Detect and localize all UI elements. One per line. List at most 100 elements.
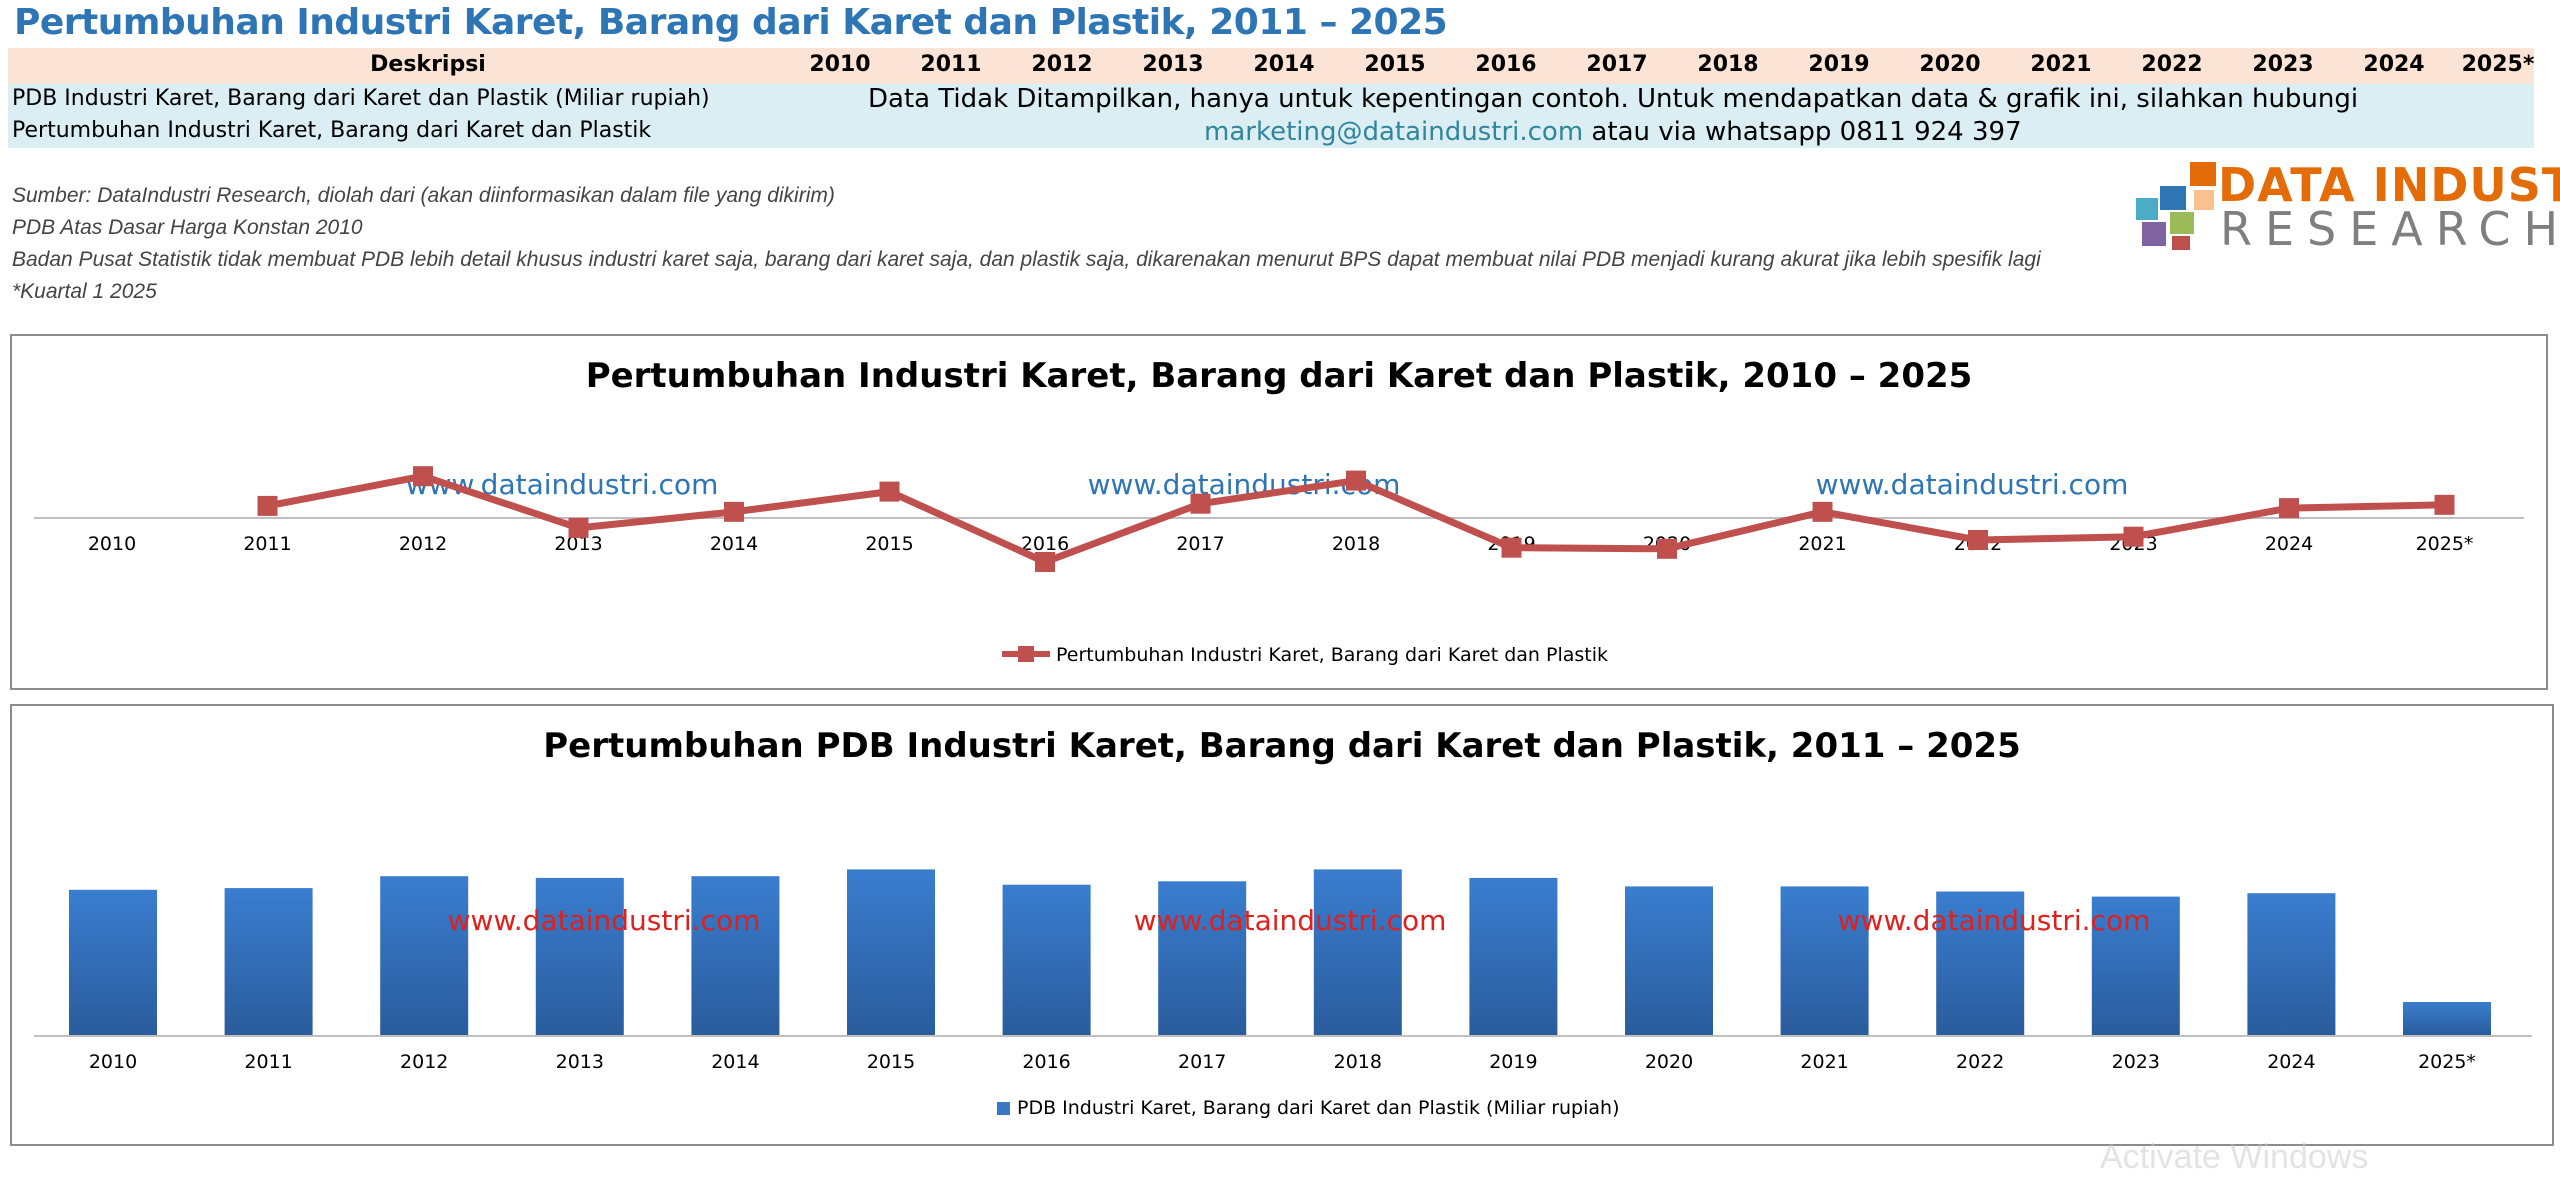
header-deskripsi: Deskripsi <box>370 52 486 77</box>
company-logo: DATA INDUSTRI RESEARCH <box>2120 158 2560 256</box>
bar <box>2403 1002 2491 1036</box>
x-tick-label: 2016 <box>1021 533 1069 555</box>
bar <box>2091 896 2180 1036</box>
header-year: 2013 <box>1142 52 1204 77</box>
header-year: 2011 <box>920 52 982 77</box>
x-tick-label: 2013 <box>556 1051 604 1073</box>
bar <box>1002 884 1091 1036</box>
header-year: 2021 <box>2030 52 2092 77</box>
notice-text: Data Tidak Ditampilkan, hanya untuk kepe… <box>868 84 2359 114</box>
x-tick-label: 2014 <box>711 1051 759 1073</box>
table-body: PDB Industri Karet, Barang dari Karet da… <box>8 84 2534 148</box>
note-line: *Kuartal 1 2025 <box>12 280 157 303</box>
data-point-marker <box>1812 501 1833 522</box>
x-tick-label: 2014 <box>710 533 758 555</box>
logo-mosaic-icon <box>2136 162 2216 250</box>
x-tick-label: 2017 <box>1178 1051 1226 1073</box>
x-tick-label: 2021 <box>1798 533 1846 555</box>
line-chart-box: Pertumbuhan Industri Karet, Barang dari … <box>10 334 2548 690</box>
x-tick-label: 2018 <box>1334 1051 1382 1073</box>
header-year: 2019 <box>1808 52 1870 77</box>
header-year: 2020 <box>1919 52 1981 77</box>
page-title: Pertumbuhan Industri Karet, Barang dari … <box>14 2 1448 43</box>
line-chart-svg: 2010201120122013201420152016201720182019… <box>34 466 2524 666</box>
x-tick-label: 2024 <box>2267 1051 2315 1073</box>
bar <box>1625 886 1713 1036</box>
x-tick-label: 2017 <box>1176 533 1224 555</box>
bar <box>1469 877 1558 1036</box>
x-tick-label: 2015 <box>867 1051 915 1073</box>
line-chart-title: Pertumbuhan Industri Karet, Barang dari … <box>585 356 1973 396</box>
note-line: Sumber: DataIndustri Research, diolah da… <box>12 184 835 207</box>
whatsapp-text: atau via whatsapp 0811 924 397 <box>1583 117 2022 147</box>
x-tick-label: 2011 <box>243 533 291 555</box>
header-year: 2025* <box>2461 52 2535 77</box>
x-tick-label: 2016 <box>1022 1051 1070 1073</box>
table-header: Deskripsi 2010 2011 2012 2013 2014 2015 … <box>8 48 2534 84</box>
bar <box>69 889 157 1036</box>
header-year: 2015 <box>1364 52 1426 77</box>
notes: Sumber: DataIndustri Research, diolah da… <box>12 180 2041 308</box>
bar <box>1780 886 1869 1036</box>
data-point-marker <box>2279 498 2299 519</box>
logo-line1: DATA INDUSTRI <box>2218 158 2560 212</box>
x-tick-label: 2023 <box>2112 1051 2160 1073</box>
table-row-label: PDB Industri Karet, Barang dari Karet da… <box>12 86 710 111</box>
table-row-label: Pertumbuhan Industri Karet, Barang dari … <box>12 118 652 143</box>
x-tick-label: 2012 <box>399 533 447 555</box>
data-point-marker <box>257 495 278 516</box>
data-point-marker <box>1501 537 1522 558</box>
header-year: 2010 <box>809 52 871 77</box>
data-point-marker <box>1968 530 1988 550</box>
legend-label: PDB Industri Karet, Barang dari Karet da… <box>1017 1097 1619 1119</box>
bar <box>380 876 469 1036</box>
activate-windows-watermark: Activate Windows <box>2100 1138 2369 1176</box>
header-year: 2014 <box>1253 52 1315 77</box>
data-point-marker <box>413 466 433 487</box>
data-point-marker <box>1657 538 1677 559</box>
x-tick-label: 2010 <box>88 533 136 555</box>
header-year: 2017 <box>1586 52 1648 77</box>
bar-chart-box: Pertumbuhan PDB Industri Karet, Barang d… <box>10 704 2554 1146</box>
x-tick-label: 2013 <box>554 533 602 555</box>
x-tick-label: 2022 <box>1956 1051 2004 1073</box>
bar <box>847 869 935 1036</box>
bar-chart-title: Pertumbuhan PDB Industri Karet, Barang d… <box>543 726 2021 766</box>
x-tick-label: 2021 <box>1800 1051 1848 1073</box>
bar <box>691 876 780 1036</box>
watermark-text: www.dataindustri.com <box>1134 904 1447 937</box>
notice-contact: marketing@dataindustri.com atau via what… <box>1204 117 2022 147</box>
data-point-marker <box>1190 493 1211 514</box>
x-tick-label: 2019 <box>1489 1051 1537 1073</box>
x-tick-label: 2011 <box>244 1051 292 1073</box>
data-point-marker <box>568 517 589 538</box>
watermark-text: www.dataindustri.com <box>1816 468 2129 501</box>
x-tick-label: 2010 <box>89 1051 137 1073</box>
header-year: 2012 <box>1031 52 1093 77</box>
x-tick-label: 2018 <box>1332 533 1380 555</box>
data-point-marker <box>1346 470 1366 491</box>
legend-marker-swatch <box>1018 646 1034 662</box>
header-year: 2024 <box>2363 52 2425 77</box>
bar <box>2247 893 2336 1036</box>
x-tick-label: 2025* <box>2418 1051 2476 1073</box>
bar <box>1936 891 2025 1036</box>
x-tick-label: 2025* <box>2416 533 2474 555</box>
header-year: 2023 <box>2252 52 2314 77</box>
watermark-text: www.dataindustri.com <box>1838 904 2151 937</box>
data-point-marker <box>2434 494 2455 515</box>
data-point-marker <box>2123 526 2144 547</box>
note-line: Badan Pusat Statistik tidak membuat PDB … <box>12 248 2041 271</box>
email-link[interactable]: marketing@dataindustri.com <box>1204 117 1584 147</box>
logo-line2: RESEARCH <box>2220 202 2560 256</box>
note-line: PDB Atas Dasar Harga Konstan 2010 <box>12 216 363 239</box>
legend-swatch <box>997 1102 1010 1115</box>
bar <box>1313 869 1402 1036</box>
data-point-marker <box>879 481 900 502</box>
bar <box>535 877 624 1036</box>
header-year: 2018 <box>1697 52 1759 77</box>
header-year: 2022 <box>2141 52 2203 77</box>
bar <box>224 888 313 1036</box>
header-year: 2016 <box>1475 52 1537 77</box>
x-tick-label: 2012 <box>400 1051 448 1073</box>
